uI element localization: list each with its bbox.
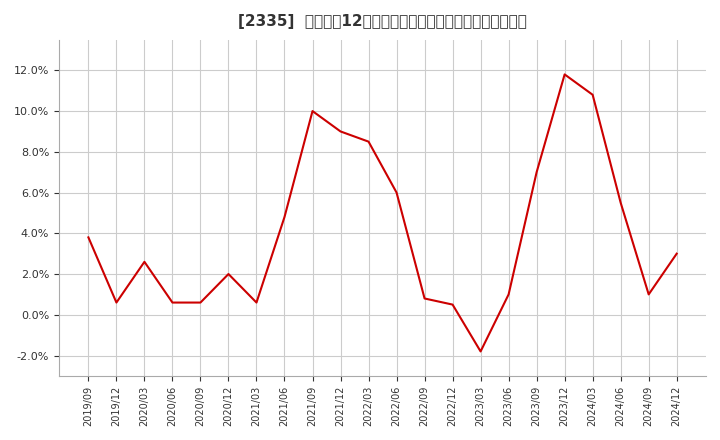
Title: [2335]  売上高の12か月移動合計の対前年同期増減率の推移: [2335] 売上高の12か月移動合計の対前年同期増減率の推移 bbox=[238, 14, 527, 29]
